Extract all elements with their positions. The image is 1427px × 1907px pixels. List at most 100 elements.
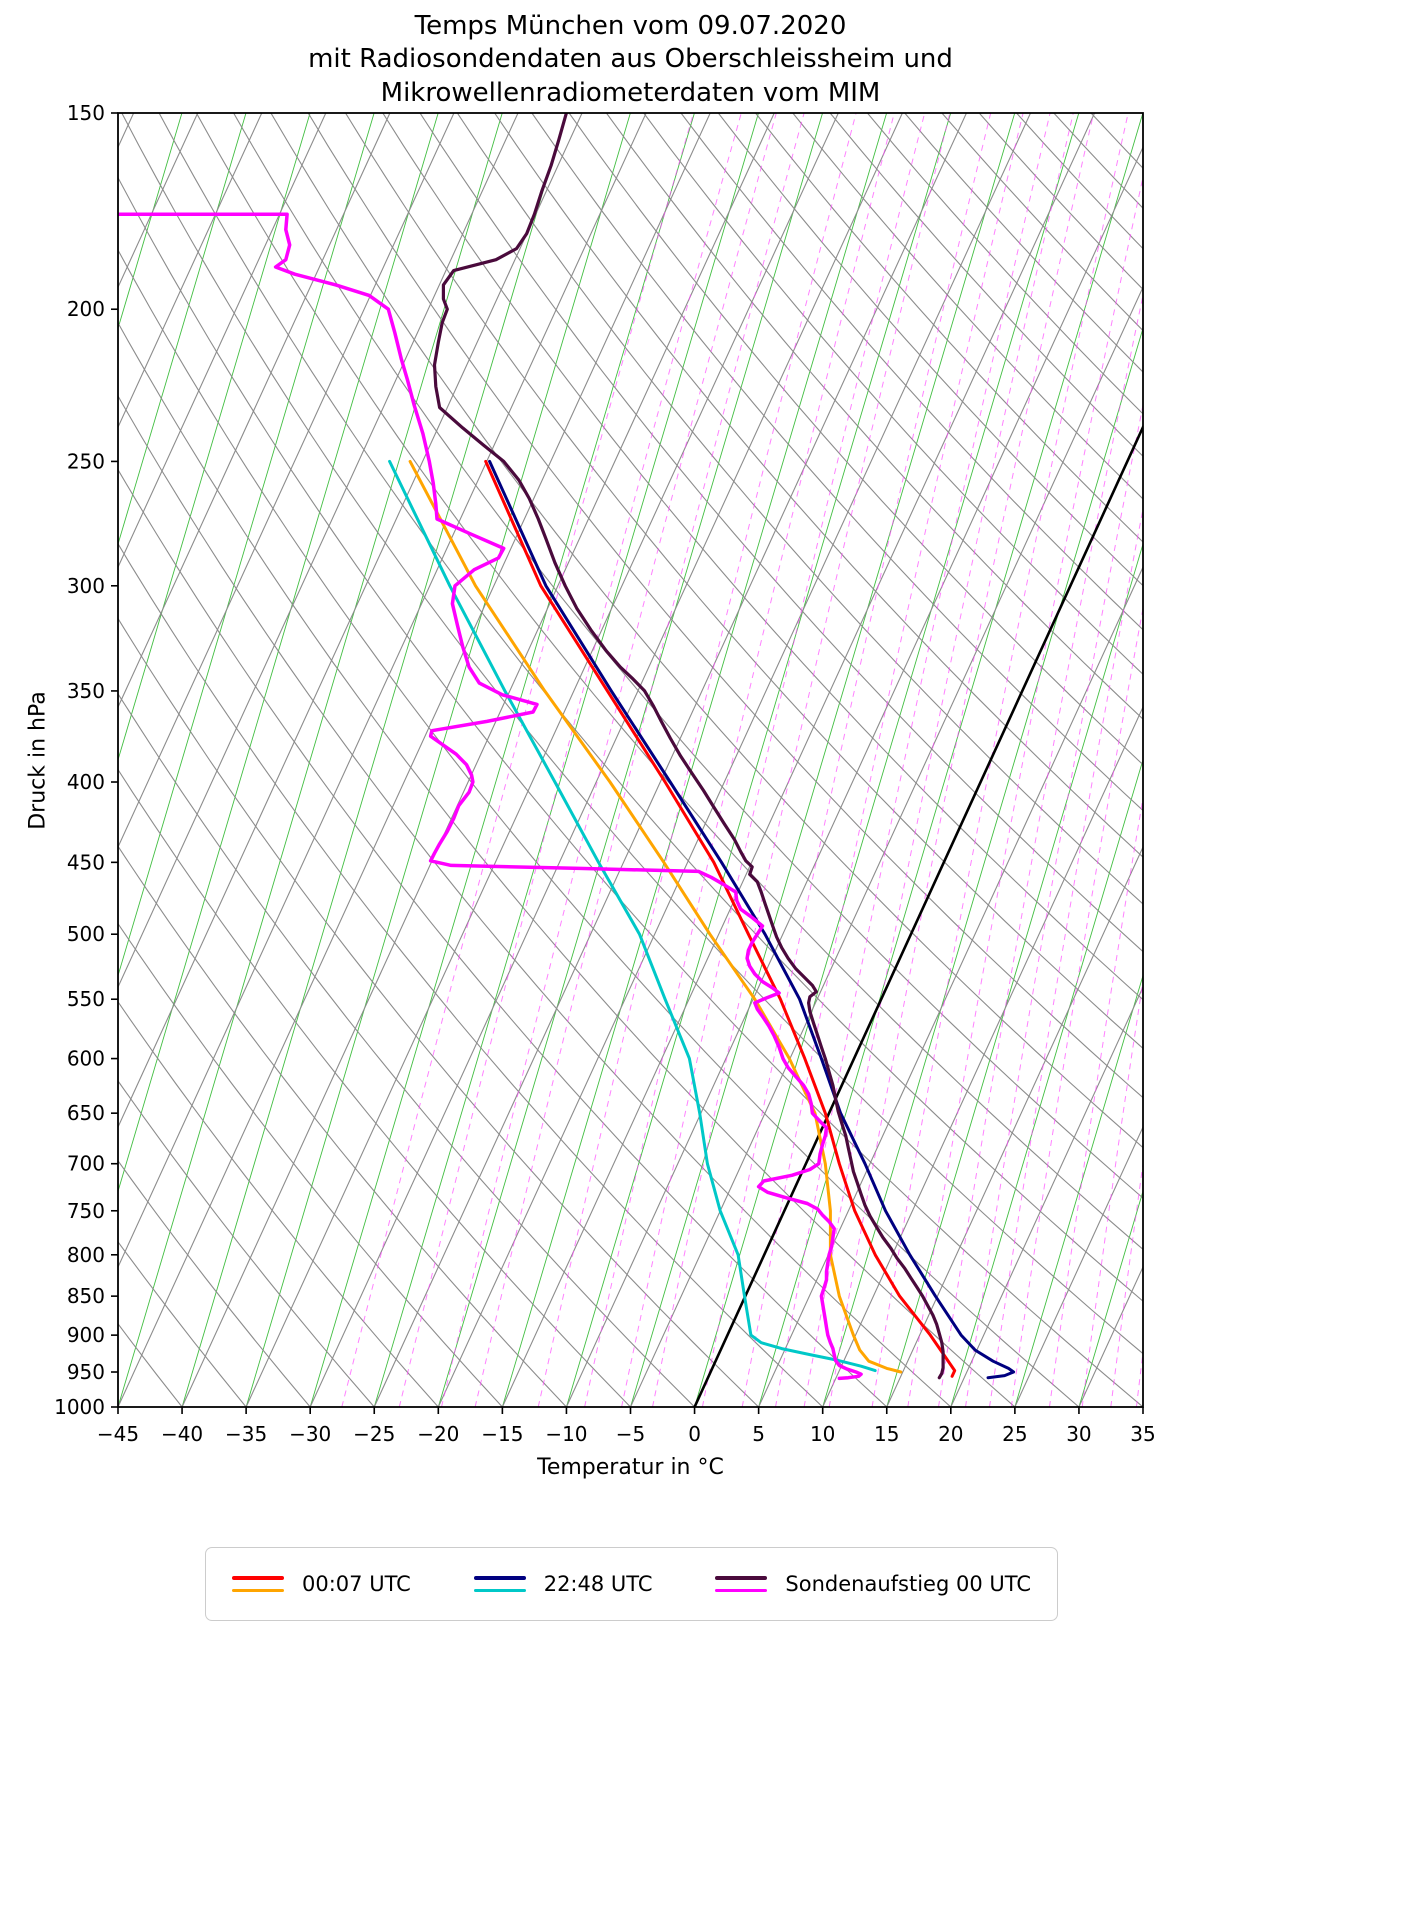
zero-isotherm-line — [693, 424, 1143, 1407]
x-tick-label: −20 — [417, 1422, 459, 1446]
mixing-ratio-line — [341, 113, 694, 1407]
y-tick-label: 650 — [67, 1101, 105, 1125]
legend-entry-sondenaufstieg: Sondenaufstieg 00 UTC — [715, 1572, 1031, 1596]
dry-adiabat-line — [866, 113, 1143, 415]
mixing-ratio-line — [398, 113, 742, 1407]
legend-line-dewpoint-icon — [715, 1588, 768, 1592]
dry-adiabat-line — [233, 113, 1143, 1199]
x-tick-label: −30 — [289, 1422, 331, 1446]
isotherm-line — [758, 565, 1143, 1407]
dry-adiabat-line — [941, 113, 1143, 332]
mixing-ratio-line — [1010, 605, 1143, 1407]
isotherm-line — [181, 113, 775, 1407]
x-tick-label: −10 — [545, 1422, 587, 1446]
chart-title-line-2: mit Radiosondendaten aus Oberschleisshei… — [308, 44, 953, 75]
dry-adiabat-line — [118, 542, 824, 1407]
x-tick-label: −35 — [225, 1422, 267, 1446]
legend-label: Sondenaufstieg 00 UTC — [785, 1572, 1031, 1596]
dry-adiabat-line — [118, 176, 1143, 1407]
x-tick-label: −25 — [353, 1422, 395, 1446]
isotherm-line — [822, 705, 1143, 1407]
moist-adiabat-line — [118, 113, 247, 546]
y-tick-label: 750 — [67, 1199, 105, 1223]
isotherm-line — [118, 113, 711, 1407]
dry-adiabat-line — [118, 845, 567, 1407]
y-tick-label: 850 — [67, 1284, 105, 1308]
dry-adiabat-line — [195, 113, 1143, 1251]
moist-adiabat-line — [373, 113, 759, 1407]
y-axis-label: Druck in hPa — [25, 691, 51, 830]
x-axis-label: Temperatur in °C — [537, 1455, 724, 1480]
mixing-ratio-line — [701, 113, 992, 1407]
moist-adiabat-line — [118, 113, 311, 762]
legend-line-dewpoint-icon — [232, 1588, 284, 1592]
legend-label: 00:07 UTC — [302, 1572, 411, 1596]
y-tick-label: 950 — [67, 1360, 105, 1384]
moist-adiabat-line — [630, 113, 1016, 1407]
moist-adiabat-line — [118, 113, 503, 1407]
isotherm-line — [373, 113, 967, 1407]
dry-adiabat-line — [792, 113, 1143, 500]
moist-adiabat-line — [118, 113, 439, 1193]
chart-title-line-1: Temps München vom 09.07.2020 — [414, 11, 847, 41]
x-tick-label: 25 — [1002, 1422, 1027, 1446]
legend-entry-2248utc: 22:48 UTC — [473, 1572, 653, 1596]
y-tick-label: 700 — [67, 1152, 105, 1176]
dry-adiabat-line — [118, 692, 695, 1407]
moist-adiabat-line — [118, 113, 375, 978]
moist-adiabat-line — [694, 113, 1080, 1407]
isotherm-line — [0, 113, 6, 1407]
y-tick-label: 500 — [67, 922, 105, 946]
dry-adiabat-line — [118, 1079, 375, 1407]
moist-adiabat-line — [245, 113, 631, 1407]
mixing-ratio-line — [621, 113, 926, 1407]
moist-adiabat-line — [758, 113, 1143, 1407]
moist-adiabat-line — [437, 113, 823, 1407]
series-t2248 — [488, 459, 1016, 1380]
dry-adiabat-line — [755, 113, 1143, 543]
moist-adiabat-line — [1078, 1189, 1143, 1407]
legend-swatch — [232, 1576, 284, 1592]
series-td0007 — [408, 459, 903, 1374]
legend-line-dewpoint-icon — [473, 1588, 526, 1592]
dry-adiabat-line — [1053, 113, 1143, 210]
mixing-ratio-line — [989, 506, 1143, 1407]
dry-adiabat-line — [1090, 113, 1143, 169]
series-t0007 — [484, 459, 957, 1378]
y-tick-label: 200 — [67, 297, 105, 321]
dry-adiabat-line — [680, 113, 1143, 631]
dry-adiabat-line — [904, 113, 1143, 373]
y-tick-label: 450 — [67, 850, 105, 874]
dry-adiabat-line — [605, 113, 1143, 720]
plot-area — [0, 113, 1143, 1407]
mixing-ratio-line — [584, 113, 895, 1407]
y-tick-label: 150 — [67, 101, 105, 125]
x-tick-label: 5 — [752, 1422, 765, 1446]
isotherm-line — [501, 113, 1096, 1407]
x-tick-label: 15 — [874, 1422, 899, 1446]
moist-adiabat-line — [1142, 1405, 1143, 1407]
isotherm-line — [1142, 1405, 1143, 1407]
dry-adiabat-line — [118, 394, 952, 1407]
isotherm-line — [118, 113, 263, 429]
mixing-ratio-line — [474, 113, 805, 1407]
dry-adiabat-line — [118, 768, 631, 1407]
dry-adiabat-line — [1016, 113, 1143, 250]
chart-title: Temps München vom 09.07.2020 mit Radioso… — [118, 10, 1143, 110]
isotherm-line — [118, 113, 327, 569]
dry-adiabat-line — [158, 113, 1143, 1302]
y-tick-label: 300 — [67, 574, 105, 598]
isotherm-line — [118, 113, 519, 989]
isotherm-line — [437, 113, 1032, 1407]
dry-adiabat-line — [121, 113, 1143, 1355]
dry-adiabat-line — [568, 113, 1143, 766]
y-tick-label: 400 — [67, 770, 105, 794]
x-tick-label: −40 — [161, 1422, 203, 1446]
dry-adiabat-line — [118, 248, 1080, 1407]
dry-adiabat-line — [345, 113, 1143, 1050]
dry-adiabat-line — [118, 468, 888, 1407]
mixing-ratio-line — [652, 113, 951, 1407]
legend: 00:07 UTC 22:48 UTC Sondenaufstieg 00 UT… — [205, 1547, 1058, 1621]
series-tsonde — [432, 113, 945, 1380]
